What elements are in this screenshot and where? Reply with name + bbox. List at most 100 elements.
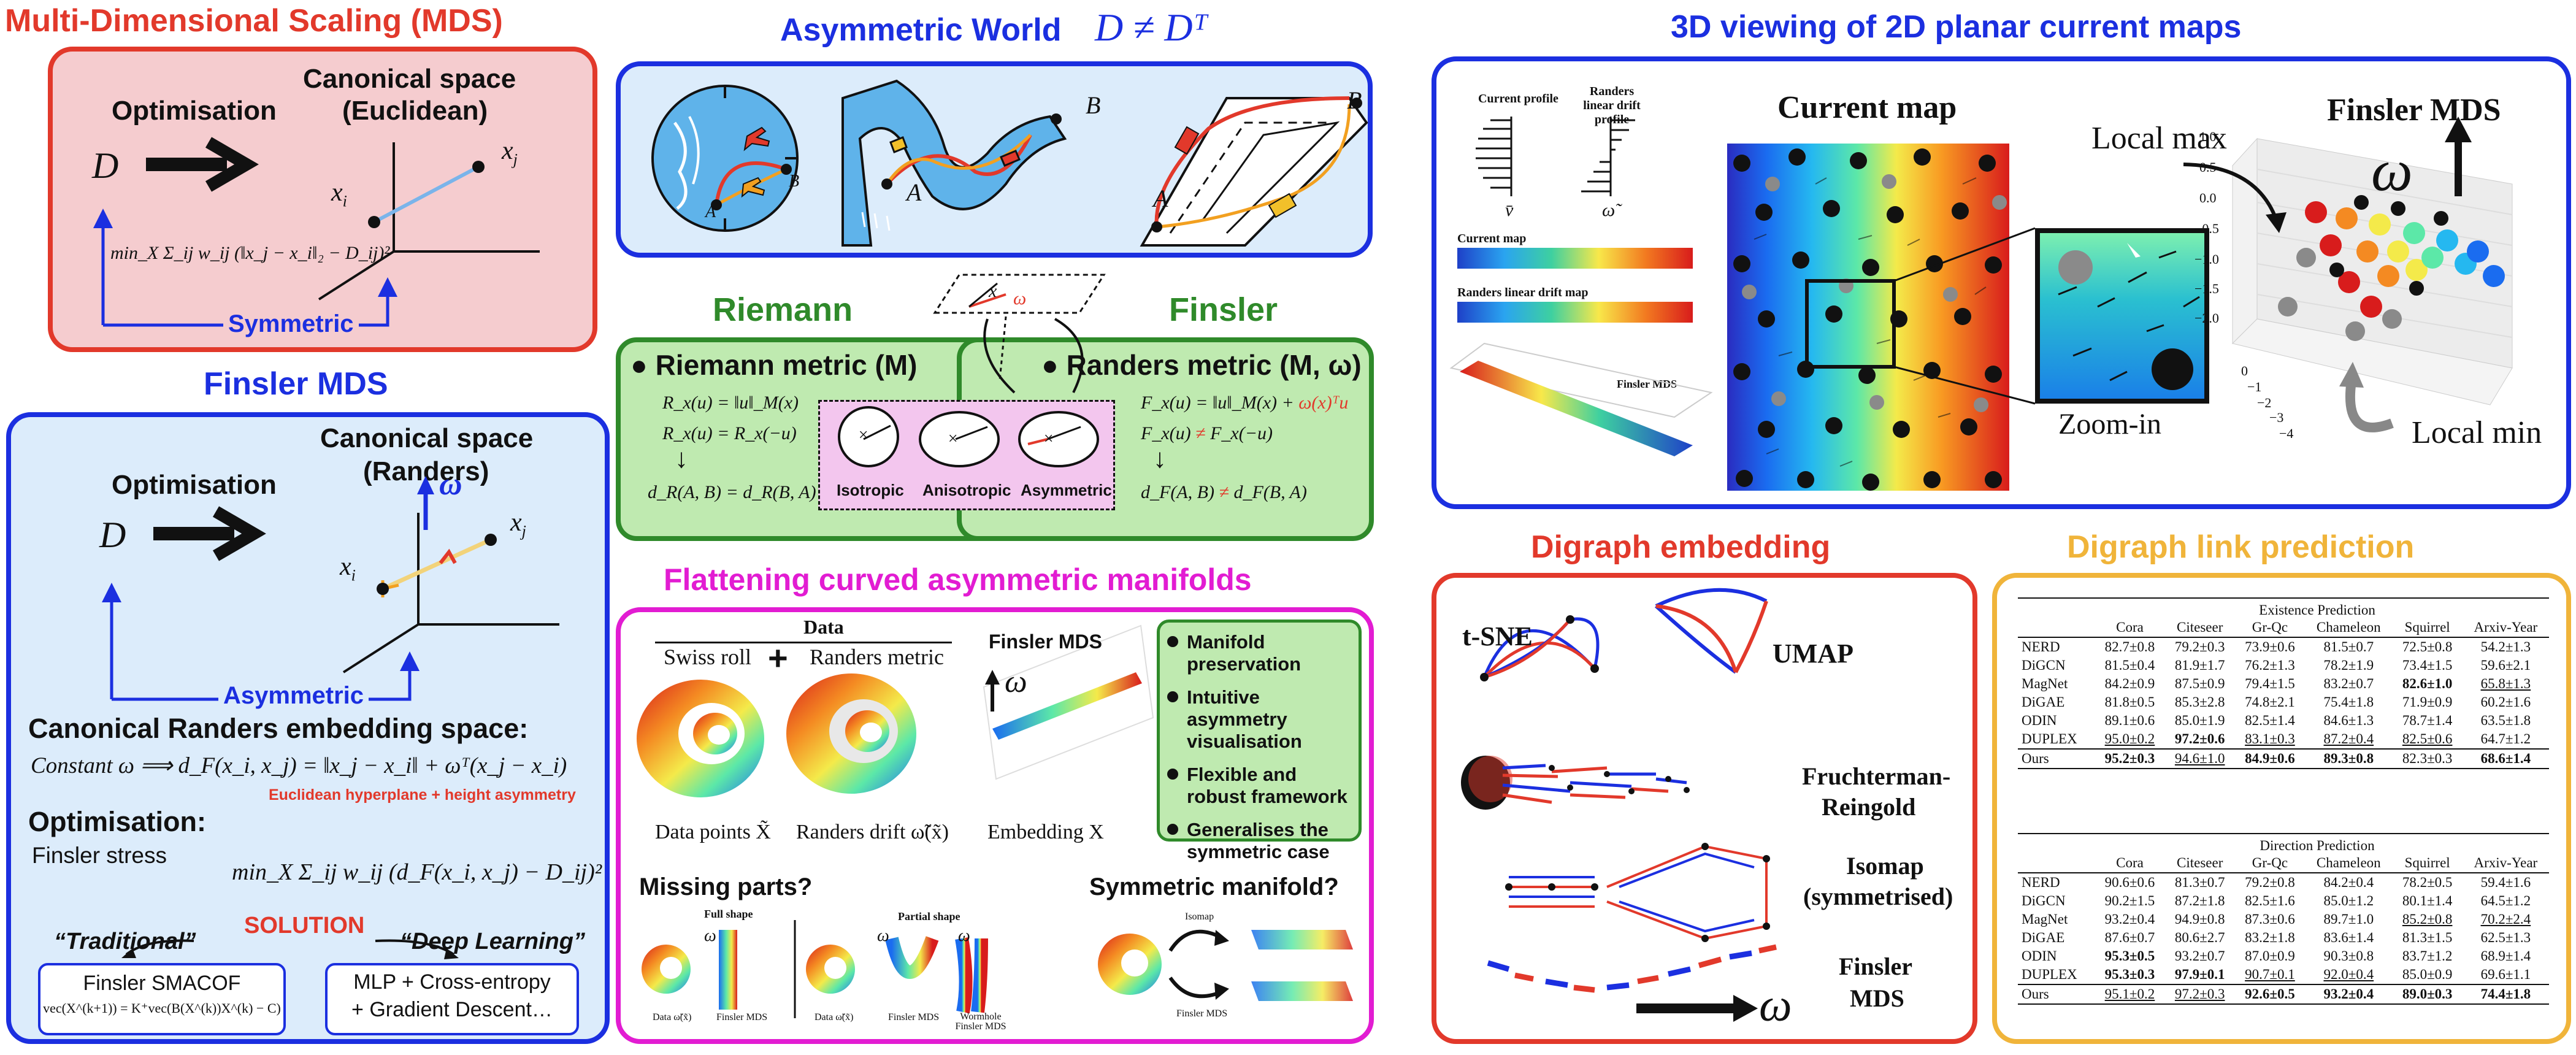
asym-label-a3: A [1153,185,1168,212]
table-cell: DiGAE [2022,930,2065,945]
mds-optimisation-label: Optimisation [112,96,277,126]
table-cell: 59.6±2.1 [2480,658,2531,673]
fmds-red-marker [439,548,457,564]
table-cell: 94.9±0.8 [2174,911,2225,927]
x-tick-1: −3 [2269,410,2284,425]
flat-bullet-2: Flexible and robust framework [1167,764,1351,808]
table-cell: 81.3±1.5 [2402,930,2453,945]
local-min-arrow [2345,379,2394,432]
finsler-small-plot [1449,342,1713,456]
table-cell: 74.4±1.8 [2480,986,2531,1002]
missing-fmds-label2: Finsler MDS [888,1012,940,1022]
z-tick-2: 0.0 [2199,190,2217,205]
fr-label-2: Reingold [1822,793,1916,821]
table-cell: 75.4±1.8 [2323,694,2374,710]
finsler-label-1: Finsler [1839,953,1912,980]
profiles [1476,117,1635,196]
table-row: DiGCN 90.2±1.5 87.2±1.8 82.5±1.6 85.0±1.2 80.… [2018,892,2549,910]
table-cell: 92.6±0.5 [2245,986,2295,1002]
table-cell: Ours [2022,751,2049,766]
car-red [1174,126,1200,155]
flat-finsler-label: Finsler MDS [989,631,1102,653]
flat-data-label: Data [803,616,844,638]
table-cell: 63.5±1.8 [2480,713,2531,728]
table-cell: DiGCN [2022,893,2066,908]
asym-label-a2: A [907,178,922,206]
table-cell: 85.2±0.8 [2402,911,2453,927]
table-cell: 78.7±1.4 [2402,713,2453,728]
riemann-eq2: R_x(u) = R_x(−u) [662,423,797,443]
table-cell: 81.9±1.7 [2174,658,2225,673]
table-cell: 81.5±0.4 [2104,658,2155,673]
randers-map-small [1457,302,1693,323]
asym-label-a1: A [705,202,716,221]
fmds-hyperplane-note: Euclidean hyperplane + height asymmetry [269,786,576,804]
zoom-label: Zoom-in [2058,408,2161,440]
full-shape-label: Full shape [704,908,753,920]
col-header: Citeseer [2177,620,2223,635]
table-cell: 87.3±0.6 [2245,911,2295,927]
direction-table: Cora Citeseer Gr-Qc Chameleon Squirrel A… [2018,854,2549,1005]
flat-omega: ω [1005,664,1027,699]
table-cell: 95.2±0.3 [2104,751,2155,766]
z-tick-6: −2.0 [2195,310,2219,326]
riemann-eq3: d_R(A, B) = d_R(B, A) [648,482,816,502]
plane-red [743,126,770,152]
table-cell: NERD [2022,639,2060,654]
boat-yellow [889,136,908,153]
col-header: Citeseer [2177,855,2223,870]
partial-shape-label: Partial shape [898,910,960,923]
flat-bullet-3: Generalises the symmetric case [1167,819,1351,863]
table-cell: 84.9±0.6 [2245,751,2295,766]
fmds-xi-label: xi [340,553,356,585]
table-cell: 65.8±1.3 [2480,676,2531,691]
z-tick-4: −1.0 [2195,251,2219,267]
flat-plus: + [768,639,788,677]
mds-axis-depth [318,250,395,301]
table-cell: MagNet [2022,676,2068,691]
randers-eq3: d_F(A, B) ≠ d_F(B, A) [1141,482,1307,502]
table-cell: 97.2±0.6 [2174,731,2225,746]
table-cell: 82.5±1.4 [2245,713,2295,728]
mlp-line1: MLP + Cross-entropy [353,970,551,994]
mds-point-xi [368,216,380,228]
fmds-stress-label: Finsler stress [32,843,167,868]
view3d-title: 3D viewing of 2D planar current maps [1671,9,2242,45]
direction-title: Direction Prediction [2018,833,2549,854]
table-cell: 83.1±0.3 [2245,731,2295,746]
table-cell: 84.6±1.3 [2323,713,2374,728]
flat-bullet-0: Manifold preservation [1167,631,1351,675]
randers-down-arrow: ↓ [1153,443,1167,474]
table-cell: 97.2±0.3 [2174,986,2225,1002]
table-cell: 85.0±1.9 [2174,713,2225,728]
table-row: MagNet 93.2±0.4 94.9±0.8 87.3±0.6 89.7±1.0 85… [2018,910,2549,929]
current-map-points [1733,148,2036,491]
table-cell: 87.5±0.9 [2174,676,2225,691]
missing-data-label1: Data ω̃(x̃) [653,1012,692,1022]
asym-illustrations [651,79,1368,247]
table-row: ODIN 95.3±0.5 93.2±0.7 87.0±0.9 90.3±0.8 83.7… [2018,947,2549,965]
table-cell: DUPLEX [2022,967,2077,982]
tsne-label: t-SNE [1462,621,1533,651]
table-cell: DiGAE [2022,694,2065,710]
table-cell: 73.4±1.5 [2402,658,2453,673]
missing-parts-plots [642,920,1353,1018]
col-header: Chameleon [2316,620,2381,635]
x-tick-3: −1 [2247,379,2262,394]
table-cell: 82.5±1.6 [2245,893,2295,908]
missing-worm-label: Wormhole Finsler MDS [955,1011,1006,1032]
table-cell: 81.8±0.5 [2104,694,2155,710]
table-row: MagNet 84.2±0.9 87.5±0.9 79.4±1.5 83.2±0.7 82… [2018,675,2549,693]
missing-fmds-label1: Finsler MDS [716,1012,768,1022]
z-tick-3: −0.5 [2195,221,2219,236]
table-cell: 59.4±1.6 [2480,875,2531,890]
direction-header-row: Cora Citeseer Gr-Qc Chameleon Squirrel A… [2018,854,2549,873]
isomap-label-2: (symmetrised) [1803,883,1953,910]
z-tick-5: −1.5 [2195,281,2219,296]
isomap-label-1: Isomap [1846,852,1924,880]
flat-embedding: Embedding X [987,821,1104,843]
mlp-box: MLP + Cross-entropy + Gradient Descent… [325,963,579,1035]
link-title: Digraph link prediction [2067,529,2415,565]
asym-label-b3: B [1347,86,1362,114]
